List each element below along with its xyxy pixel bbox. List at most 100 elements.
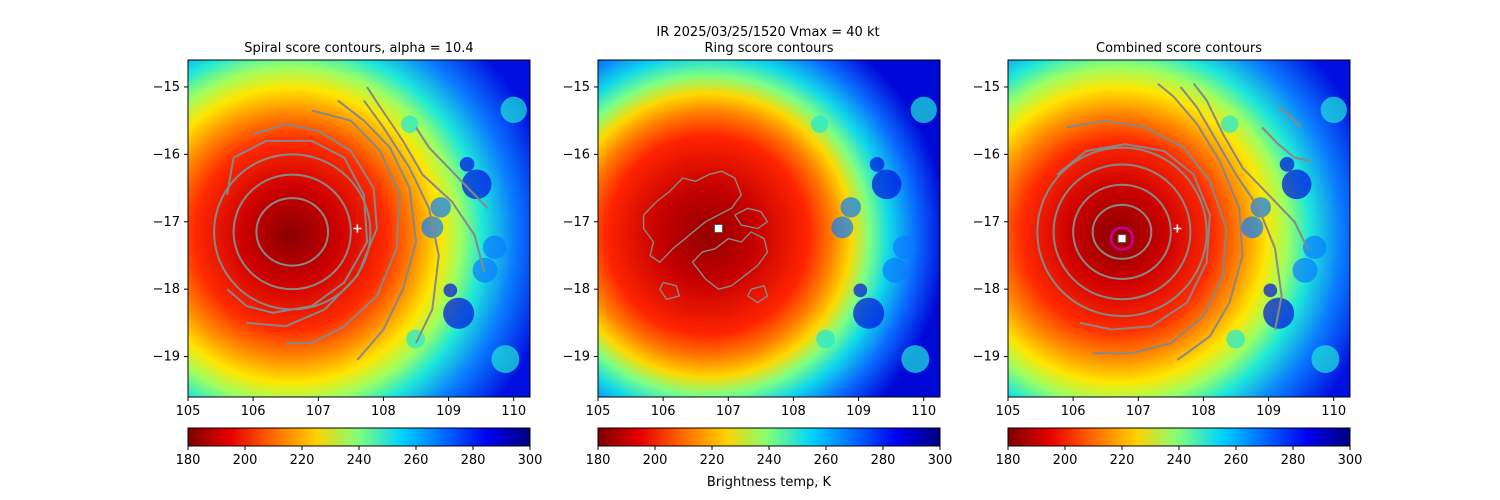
colorbar-tick-label: 180 (586, 453, 611, 468)
contour-line (415, 126, 489, 209)
panel-1: Spiral score contours, alpha = 10.4 105 10… (153, 41, 543, 468)
y-tick-label: −16 (563, 147, 590, 162)
y-tick-label: −16 (153, 147, 180, 162)
contour-line (734, 207, 769, 230)
x-tick-label: 110 (1321, 404, 1346, 419)
x-tick-label: 106 (241, 404, 266, 419)
colorbar-label: Brightness temp, K (707, 475, 832, 490)
x-tick-label: 105 (586, 404, 611, 419)
colorbar-gradient (597, 427, 941, 447)
colorbar-tick-label: 240 (347, 453, 372, 468)
contour-line (1056, 143, 1211, 331)
y-tick-label: −15 (153, 80, 180, 95)
colorbar-tick-label: 300 (518, 453, 543, 468)
contour-line (366, 86, 486, 273)
contour-line (1066, 119, 1228, 355)
square-marker (1117, 234, 1127, 244)
x-tick-label: 106 (1061, 404, 1086, 419)
y-tick-label: −17 (973, 215, 1000, 230)
y-tick-label: −18 (153, 282, 180, 297)
colorbar-tick-label: 300 (928, 453, 953, 468)
x-tick-label: 109 (1256, 404, 1281, 419)
x-tick-label: 107 (716, 404, 741, 419)
x-tick-label: 108 (1191, 404, 1216, 419)
x-tick-label: 110 (911, 404, 936, 419)
y-tick-label: −19 (973, 350, 1000, 365)
colorbar-gradient (1007, 427, 1351, 447)
contour-line (1277, 106, 1302, 129)
colorbar-tick-label: 220 (290, 453, 315, 468)
colorbar: 180 200 220 240 260 280 300 (176, 427, 543, 468)
axes-frame (1007, 59, 1351, 398)
colorbar-tick-label: 200 (1053, 453, 1078, 468)
axes-frame (597, 59, 941, 398)
contour-closed (232, 173, 352, 291)
colorbar-tick-label: 180 (996, 453, 1021, 468)
x-tick-label: 105 (176, 404, 201, 419)
y-tick-label: −15 (563, 80, 590, 95)
colorbar-tick-label: 280 (1281, 453, 1306, 468)
x-tick-label: 108 (371, 404, 396, 419)
y-tick-label: −16 (973, 147, 1000, 162)
x-tick-label: 107 (306, 404, 331, 419)
contour-lines (642, 170, 769, 304)
heatmap-image (598, 60, 940, 397)
contour-closed (1052, 163, 1192, 301)
panel-title: Combined score contours (1096, 41, 1262, 56)
contour-line (1261, 126, 1312, 163)
panel-title: Ring score contours (704, 41, 833, 56)
y-tick-label: −19 (563, 350, 590, 365)
colorbar-tick-label: 260 (1224, 453, 1249, 468)
y-tick-label: −18 (563, 282, 590, 297)
contour-lines (1036, 82, 1312, 361)
y-tick-label: −17 (563, 215, 590, 230)
square-marker (714, 224, 724, 233)
colorbar-tick-label: 260 (814, 453, 839, 468)
contour-line (363, 99, 440, 344)
plus-marker (1173, 224, 1182, 233)
colorbar: 180 200 220 240 260 280 300 (996, 427, 1363, 468)
colorbar-tick-label: 240 (757, 453, 782, 468)
y-tick-label: −19 (153, 350, 180, 365)
colorbar-tick-label: 240 (1167, 453, 1192, 468)
x-tick-label: 106 (651, 404, 676, 419)
plus-marker (353, 224, 362, 233)
y-tick-label: −18 (973, 282, 1000, 297)
contour-line (1192, 82, 1309, 250)
circle-marker (1109, 226, 1135, 251)
axes-frame (187, 59, 531, 398)
contour-line (1179, 86, 1283, 330)
colorbar-tick-label: 200 (233, 453, 258, 468)
panel-title: Spiral score contours, alpha = 10.4 (244, 41, 473, 56)
figure-suptitle: IR 2025/03/25/1520 Vmax = 40 kt (656, 25, 879, 40)
y-tick-label: −15 (973, 80, 1000, 95)
colorbar-tick-label: 260 (404, 453, 429, 468)
contour-line (246, 123, 378, 328)
contour-line (659, 281, 681, 300)
colorbar-gradient (187, 427, 531, 447)
colorbar-tick-label: 220 (700, 453, 725, 468)
colorbar-tick-label: 280 (461, 453, 486, 468)
x-tick-label: 108 (781, 404, 806, 419)
colorbar-tick-label: 300 (1338, 453, 1363, 468)
contour-closed (1091, 203, 1153, 260)
colorbar-tick-label: 280 (871, 453, 896, 468)
colorbar: 180 200 220 240 260 280 300 (586, 427, 953, 468)
contour-lines (213, 86, 489, 361)
contour-line (642, 170, 742, 263)
contour-closed (255, 197, 330, 267)
colorbar-tick-label: 200 (643, 453, 668, 468)
x-tick-label: 105 (996, 404, 1021, 419)
contour-line (747, 285, 769, 304)
x-tick-label: 110 (501, 404, 526, 419)
contour-line (1157, 82, 1244, 361)
panel-2: Ring score contours 105 106 107 108 109 110 −15… (563, 41, 953, 468)
contour-line (337, 99, 417, 361)
contour-line (691, 231, 769, 290)
colorbar-tick-label: 220 (1110, 453, 1135, 468)
contour-closed (1036, 146, 1208, 318)
x-tick-label: 109 (846, 404, 871, 419)
contour-line (226, 139, 369, 314)
x-tick-label: 109 (436, 404, 461, 419)
